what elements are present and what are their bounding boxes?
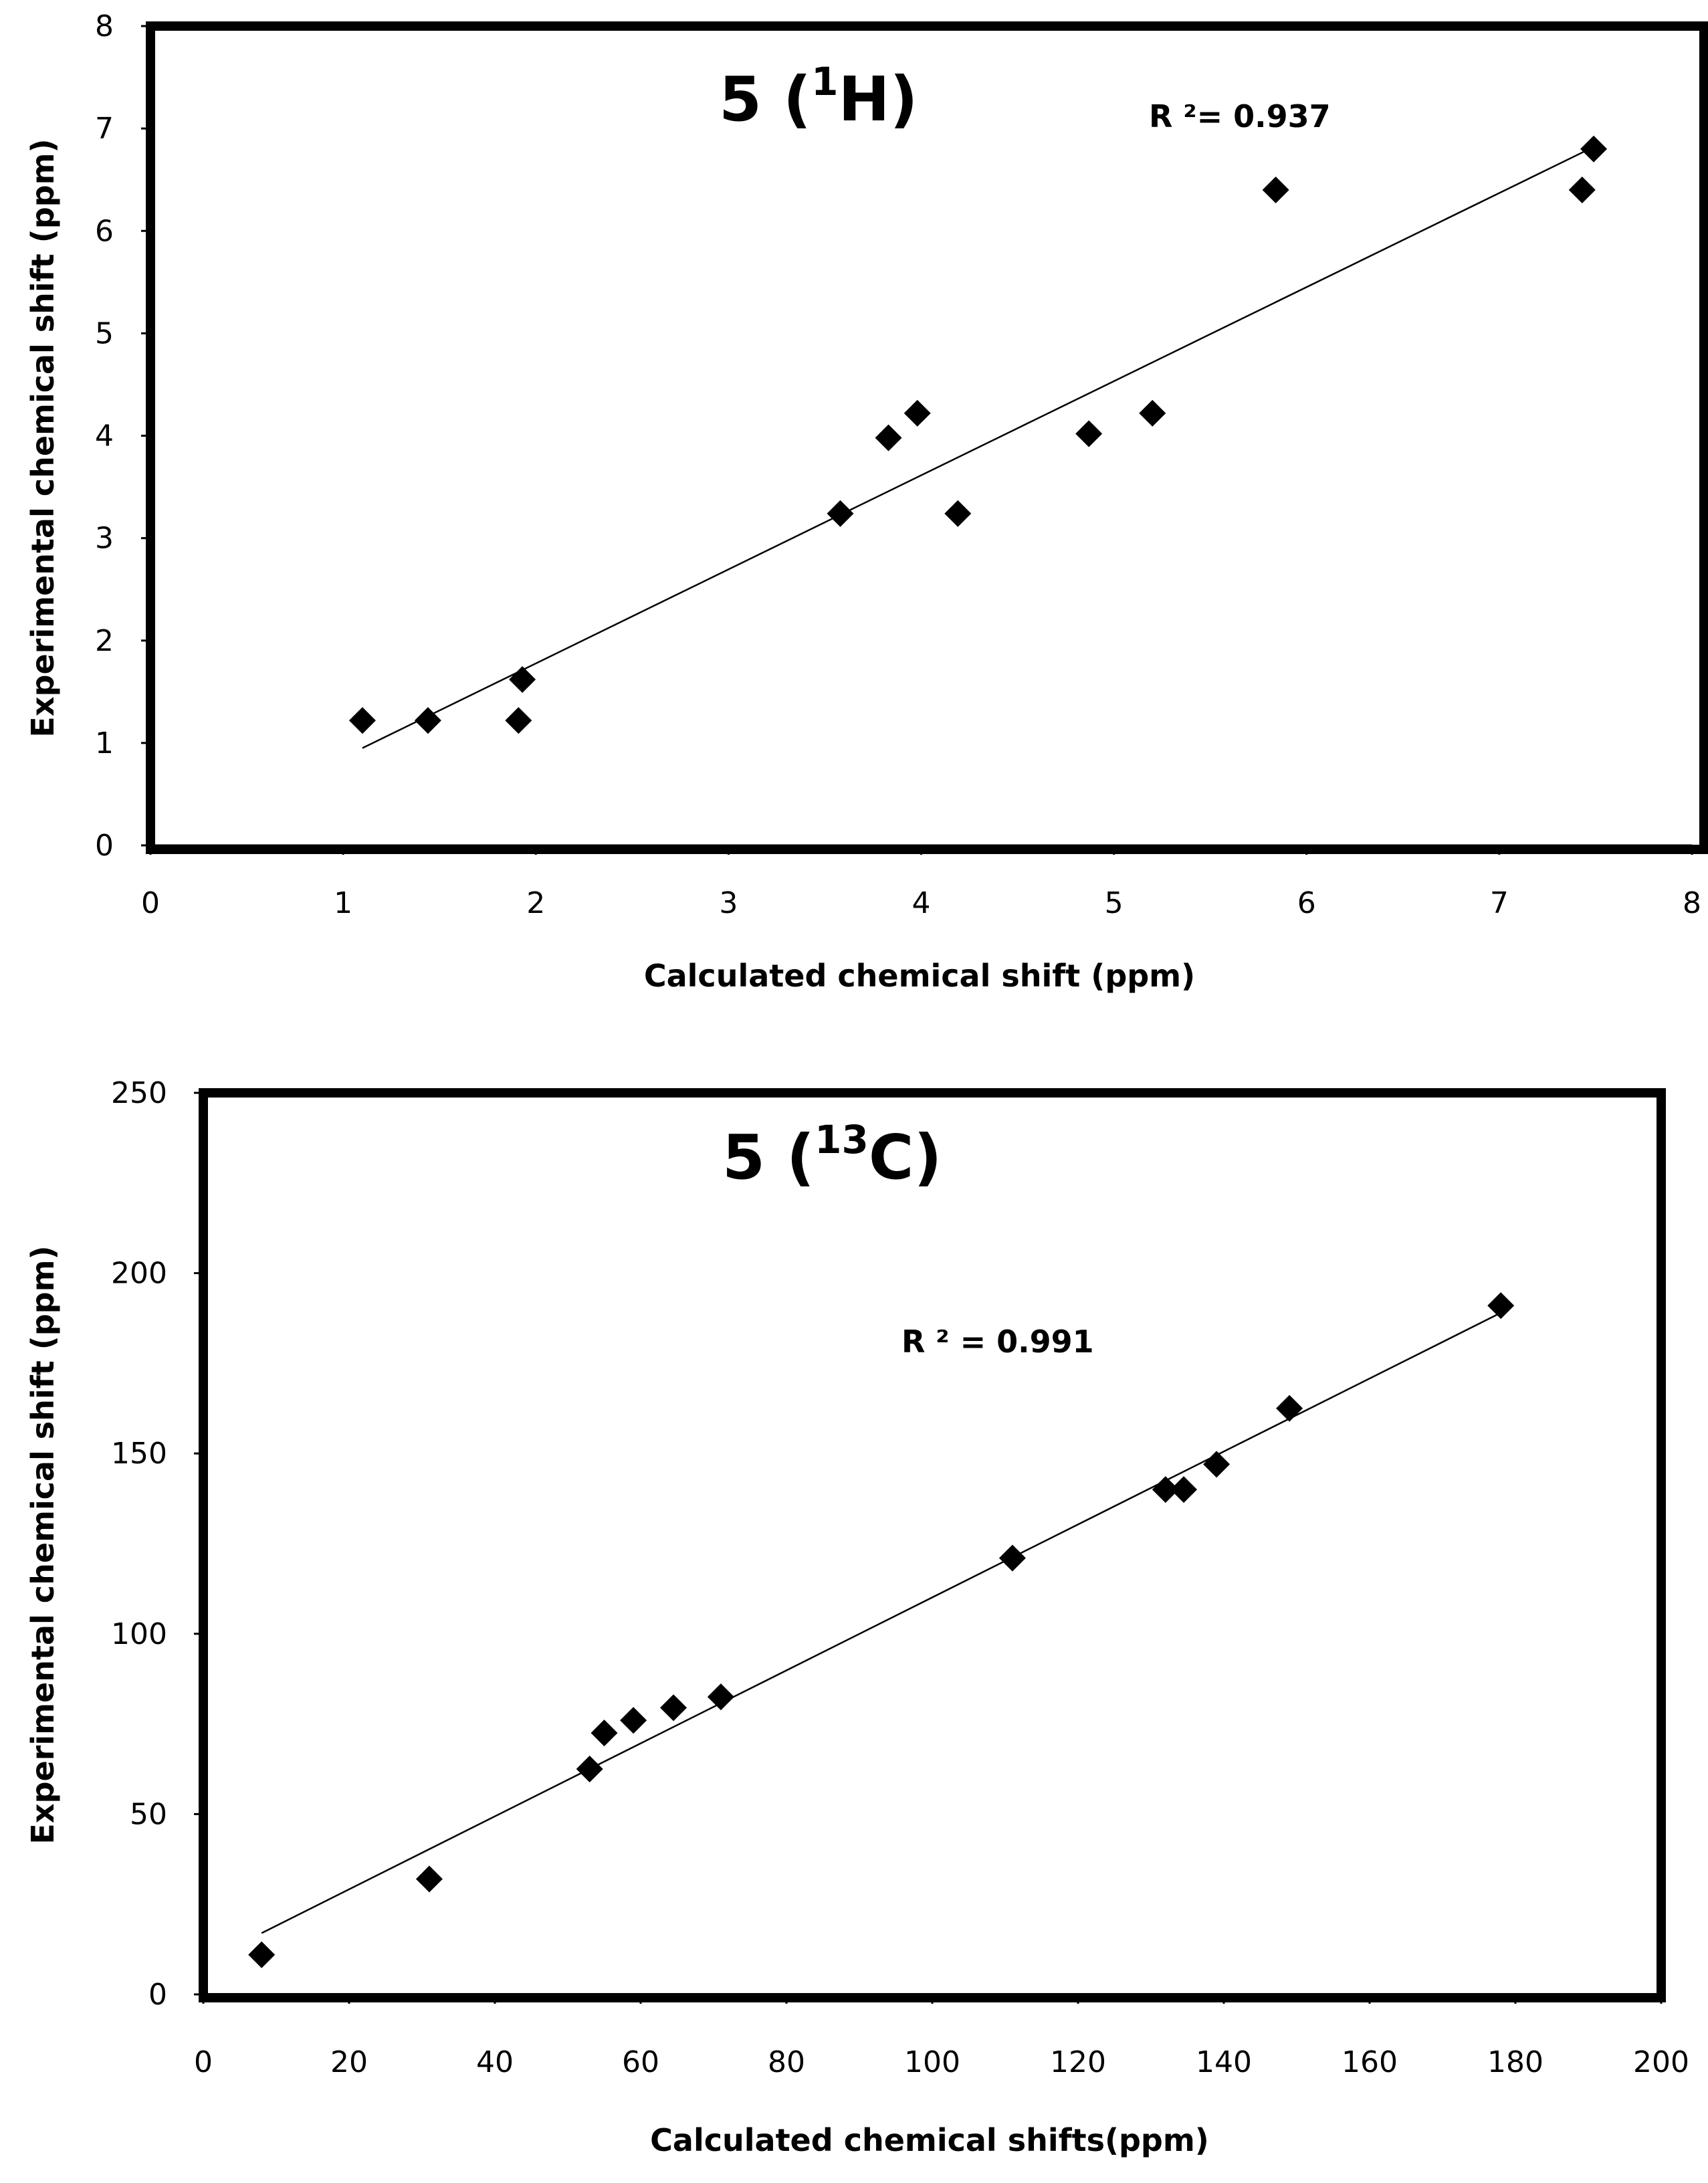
panel-title: 5 (13C) — [722, 1117, 942, 1193]
y-tick-label: 2 — [95, 624, 114, 658]
x-tick-label: 3 — [719, 886, 738, 920]
r-squared-annotation: R ² = 0.991 — [901, 1324, 1094, 1360]
data-point — [1203, 1451, 1231, 1478]
data-point — [248, 1941, 276, 1968]
x-tick-label: 140 — [1196, 2045, 1252, 2079]
data-point — [576, 1756, 603, 1782]
y-tick-label: 50 — [130, 1797, 167, 1831]
x-tick-label: 1 — [334, 886, 352, 920]
data-point — [1568, 177, 1596, 203]
data-point — [827, 500, 854, 527]
y-tick-label: 4 — [95, 419, 114, 453]
x-tick-label: 120 — [1050, 2045, 1106, 2079]
x-tick-label: 8 — [1683, 886, 1701, 920]
data-point — [505, 707, 532, 734]
x-tick-label: 5 — [1105, 886, 1124, 920]
x-axis-label: Calculated chemical shifts(ppm) — [650, 2122, 1209, 2158]
panel-title-main: 5 ( — [722, 1122, 815, 1193]
x-tick-label: 80 — [768, 2045, 805, 2079]
panel-title-sup: 13 — [815, 1117, 869, 1162]
y-axis-label: Experimental chemical shift (ppm) — [25, 138, 61, 737]
x-axis-label: Calculated chemical shift (ppm) — [644, 958, 1195, 994]
data-points — [248, 1292, 1515, 1968]
data-point — [875, 424, 902, 451]
tick-labels: 0 1 2 3 4 5 6 7 8 0 1 2 3 4 5 6 7 8 — [95, 9, 1701, 920]
y-tick-label: 0 — [95, 829, 114, 863]
axes — [141, 25, 1693, 855]
data-point — [1170, 1476, 1198, 1503]
x-tick-label: 100 — [904, 2045, 960, 2079]
plot-frame — [199, 1088, 1666, 2002]
data-point — [509, 665, 536, 693]
data-point — [707, 1683, 734, 1711]
trendline — [362, 146, 1594, 749]
x-tick-label: 4 — [912, 886, 931, 920]
y-tick-label: 5 — [95, 316, 114, 350]
x-tick-label: 160 — [1342, 2045, 1398, 2079]
x-tick-label: 7 — [1490, 886, 1509, 920]
y-tick-label: 6 — [95, 214, 114, 248]
panel-title: 5 (1H) — [719, 59, 918, 135]
data-point — [1075, 420, 1103, 447]
x-tick-label: 200 — [1633, 2045, 1689, 2079]
x-tick-label: 2 — [526, 886, 545, 920]
r-squared-annotation: R ²= 0.937 — [1149, 98, 1331, 134]
x-tick-label: 40 — [476, 2045, 514, 2079]
y-tick-label: 7 — [95, 112, 114, 146]
data-point — [620, 1707, 647, 1734]
data-point — [1139, 399, 1166, 427]
data-point — [414, 707, 441, 734]
x-tick-label: 20 — [330, 2045, 368, 2079]
y-tick-label: 8 — [95, 9, 114, 43]
plot-frame — [146, 21, 1708, 854]
data-point — [1152, 1476, 1179, 1503]
y-tick-label: 200 — [111, 1257, 167, 1291]
data-point — [415, 1865, 443, 1893]
data-point — [903, 399, 931, 427]
data-point — [1276, 1394, 1303, 1422]
y-tick-label: 250 — [111, 1076, 167, 1110]
data-point — [998, 1544, 1026, 1572]
x-tick-label: 0 — [141, 886, 160, 920]
x-tick-label: 6 — [1297, 886, 1316, 920]
y-tick-label: 150 — [111, 1437, 167, 1471]
tick-labels: 0 20 40 60 80 100 120 140 160 180 200 0 50 100 150 200 2… — [111, 1076, 1689, 2079]
y-tick-label: 0 — [148, 1978, 167, 2012]
data-point — [1487, 1292, 1515, 1320]
trendline — [261, 1312, 1501, 1934]
x-tick-label: 180 — [1487, 2045, 1543, 2079]
axes — [194, 1092, 1663, 2004]
chart-13c: 0 20 40 60 80 100 120 140 160 180 200 0 50 100 150 200 2… — [25, 1076, 1689, 2158]
x-tick-label: 0 — [194, 2045, 213, 2079]
data-point — [944, 500, 972, 527]
y-tick-label: 3 — [95, 522, 114, 556]
data-point — [660, 1694, 687, 1722]
panel-title-end: C) — [869, 1122, 942, 1193]
panel-title-end: H) — [838, 64, 918, 135]
y-axis-label: Experimental chemical shift (ppm) — [25, 1245, 61, 1844]
data-point — [591, 1720, 618, 1747]
y-tick-label: 100 — [111, 1617, 167, 1651]
data-point — [348, 707, 376, 734]
panel-title-main: 5 ( — [719, 64, 811, 135]
data-points — [348, 135, 1608, 734]
data-point — [1580, 135, 1608, 163]
x-tick-label: 60 — [622, 2045, 659, 2079]
y-tick-label: 1 — [95, 726, 114, 760]
data-point — [1262, 177, 1289, 203]
panel-title-sup: 1 — [811, 59, 838, 104]
